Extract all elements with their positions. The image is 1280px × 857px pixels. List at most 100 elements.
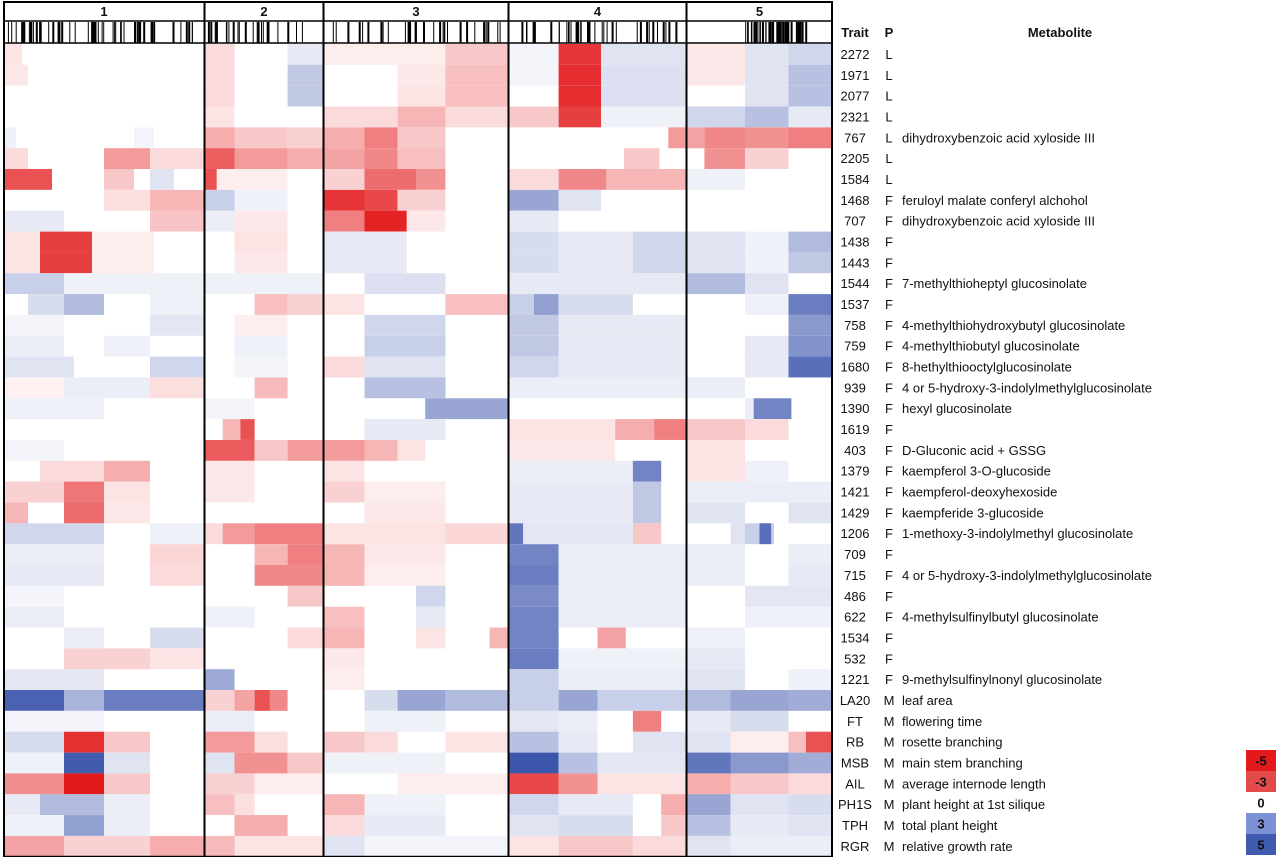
heatmap-cell <box>254 440 288 461</box>
heatmap-cell <box>64 627 104 649</box>
heatmap-cell <box>254 773 323 795</box>
heatmap-cell <box>509 752 559 774</box>
heatmap-cell <box>788 252 832 274</box>
heatmap-cell <box>509 523 524 545</box>
heatmap-cell <box>205 460 255 482</box>
row-metabolite-label: kaempferol 3-O-glucoside <box>902 464 1051 479</box>
heatmap-cell <box>287 127 323 149</box>
row-p-label: F <box>885 547 893 562</box>
heatmap-cell <box>759 523 772 545</box>
heatmap-cell <box>150 356 204 378</box>
heatmap-cell <box>397 106 446 128</box>
heatmap-cell <box>509 815 559 836</box>
row-metabolite-label: dihydroxybenzoic acid xyloside III <box>902 214 1095 229</box>
heatmap-cell <box>445 44 508 65</box>
heatmap-cell <box>687 710 731 732</box>
heatmap-cell <box>509 690 559 711</box>
row-metabolite-label: 1-methoxy-3-indolylmethyl glucosinolate <box>902 526 1133 541</box>
row-metabolite-label: plant height at 1st silique <box>902 797 1045 812</box>
heatmap-cell <box>523 523 633 545</box>
heatmap-cell <box>234 231 288 253</box>
heatmap-cell <box>745 231 789 253</box>
heatmap-cell <box>4 273 64 295</box>
heatmap-cell <box>4 815 64 836</box>
heatmap-cell <box>745 64 789 86</box>
row-metabolite-label: 4-methylthiobutyl glucosinolate <box>902 339 1080 354</box>
row-trait-label: 2205 <box>841 151 870 166</box>
heatmap-cell <box>704 127 745 149</box>
row-metabolite-label: rosette branching <box>902 735 1002 750</box>
heatmap-cell <box>687 481 832 503</box>
heatmap-cell <box>324 294 365 315</box>
heatmap-cell <box>509 294 534 315</box>
heatmap-cell <box>104 335 150 357</box>
heatmap-cell <box>234 252 288 274</box>
row-trait-label: 709 <box>844 547 866 562</box>
heatmap-cell <box>624 148 660 170</box>
heatmap-cell <box>558 731 598 753</box>
heatmap-cell <box>324 460 365 482</box>
row-metabolite-label: dihydroxybenzoic acid xyloside III <box>902 130 1095 145</box>
heatmap-cell <box>287 44 323 65</box>
heatmap-cell <box>4 585 64 607</box>
heatmap-cell <box>205 210 235 232</box>
heatmap-cell <box>104 169 134 190</box>
heatmap-cell <box>205 752 235 774</box>
heatmap-cell <box>597 752 686 774</box>
heatmap-cell <box>4 252 40 274</box>
heatmap-cell <box>687 377 745 399</box>
heatmap-cell <box>287 752 323 774</box>
heatmap-cell <box>364 502 446 524</box>
heatmap-cell <box>4 64 28 86</box>
heatmap-cell <box>509 231 559 253</box>
heatmap-cell <box>730 752 789 774</box>
heatmap-cell <box>687 773 731 795</box>
heatmap-cell <box>788 294 832 315</box>
heatmap-cell <box>558 606 686 628</box>
heatmap-cell <box>416 627 446 649</box>
heatmap-cell <box>150 565 204 586</box>
row-metabolite-label: 8-hethylthiooctylglucosinolate <box>902 360 1072 375</box>
heatmap-cell <box>509 773 559 795</box>
heatmap-cell <box>509 835 559 857</box>
row-trait-label: RGR <box>841 839 870 854</box>
heatmap-cell <box>745 460 789 482</box>
heatmap-cell <box>150 314 204 336</box>
heatmap-cell <box>4 44 22 65</box>
row-trait-label: 622 <box>844 610 866 625</box>
heatmap-cell <box>745 335 789 357</box>
heatmap-cell <box>4 731 64 753</box>
heatmap-cell <box>745 606 832 628</box>
legend-swatch <box>1246 771 1276 792</box>
row-trait-label: 767 <box>844 130 866 145</box>
heatmap-cell <box>324 544 365 566</box>
row-metabolite-label: 9-methylsulfinylnonyl glucosinolate <box>902 672 1102 687</box>
row-trait-label: 486 <box>844 589 866 604</box>
heatmap-cell <box>632 523 662 545</box>
heatmap-cell <box>104 481 150 503</box>
heatmap-cell <box>234 127 288 149</box>
heatmap-cell <box>287 148 323 170</box>
heatmap-cell <box>364 169 416 190</box>
heatmap-cell <box>687 460 745 482</box>
row-p-label: F <box>885 485 893 500</box>
heatmap-cell <box>40 794 104 816</box>
heatmap-cell <box>104 731 150 753</box>
heatmap-cell <box>632 502 662 524</box>
heatmap-cell <box>788 565 832 586</box>
row-p-label: F <box>885 297 893 312</box>
heatmap-cell <box>597 773 686 795</box>
heatmap-cell <box>601 106 686 128</box>
heatmap-cell <box>205 189 235 211</box>
heatmap-cell <box>730 773 789 795</box>
heatmap-cell <box>324 794 365 816</box>
heatmap-cell <box>364 210 407 232</box>
heatmap-cell <box>509 419 616 440</box>
heatmap-cell <box>509 585 559 607</box>
heatmap-cell <box>364 356 446 378</box>
heatmap-cell <box>104 148 150 170</box>
row-p-label: F <box>885 401 893 416</box>
heatmap-cell <box>287 440 323 461</box>
heatmap-cell <box>661 815 686 836</box>
